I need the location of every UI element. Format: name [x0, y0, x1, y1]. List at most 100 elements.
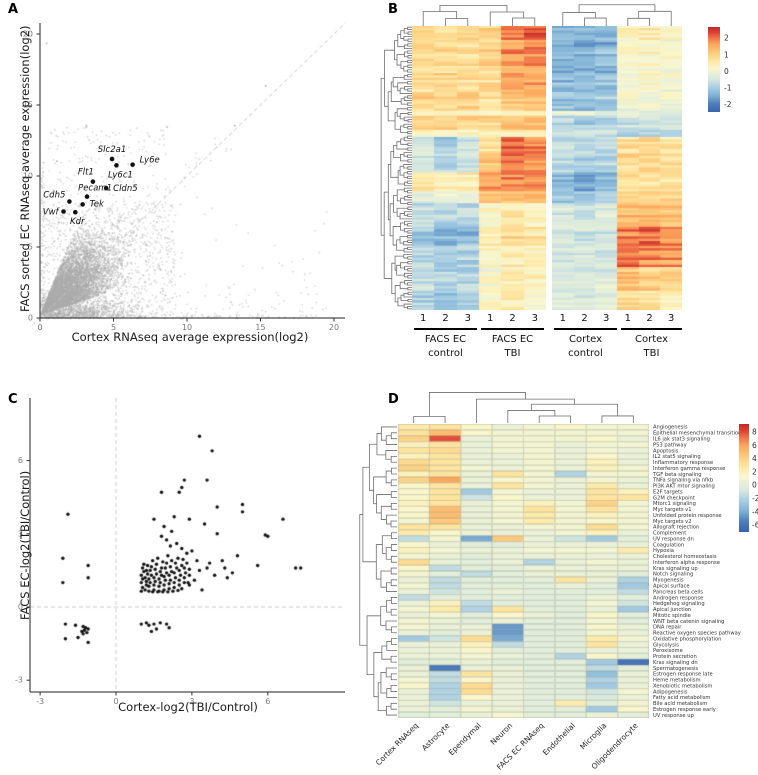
dendrogram-link: [390, 555, 397, 563]
dendrogram-link: [380, 426, 397, 441]
panel-b-heatmap-facs: [412, 26, 546, 310]
dendrogram-link: [403, 152, 412, 157]
dendrogram-link: [397, 34, 405, 48]
pathway-row-label: Bile acid metabolism: [653, 701, 707, 707]
gene-point-kdr: [72, 209, 78, 215]
dendrogram-link: [380, 77, 385, 236]
dendrogram-link: [393, 144, 401, 159]
dendrogram-link: [407, 59, 412, 64]
y-tick-label: 10: [23, 172, 33, 181]
dendrogram-link: [403, 172, 408, 178]
sample-group-underline: [621, 328, 682, 330]
pathway-row-label: Apical surface: [653, 584, 690, 590]
dendrogram-link: [391, 626, 397, 634]
pathway-row-label: Pancreas beta cells: [653, 589, 703, 595]
sample-group-label: Cortex: [568, 334, 603, 345]
pathway-row-label: G2M checkpoint: [653, 495, 695, 501]
dendrogram-link: [403, 272, 412, 278]
panel-d-column-dendrogram: [413, 392, 634, 423]
pathway-row-label: Interferon alpha response: [653, 560, 720, 566]
dendrogram-link: [404, 181, 412, 187]
dendrogram-link: [390, 151, 399, 178]
dendrogram-link: [404, 265, 412, 271]
dendrogram-link: [391, 262, 396, 295]
panel-b-column-dendrogram-left: [422, 4, 536, 26]
panel-a: A 0510152005101520Slc2a1Ly6eLy6c1Flt1Cld…: [0, 0, 379, 388]
panel-d-colorbar-ticks: 8 6 4 2 0 -2 -4 -6: [752, 427, 758, 529]
sample-column-number: 1: [420, 313, 427, 324]
pathway-row-label: Mtorc1 signaling: [653, 501, 696, 507]
pathway-row-label: Protein secretion: [653, 654, 697, 660]
dendrogram-link: [380, 605, 387, 626]
colorbar-tick-label: -2: [752, 494, 758, 503]
colorbar-tick-label: 6: [752, 441, 757, 450]
pathway-row-label: Spermatogenesis: [653, 666, 698, 672]
pathway-row-label: Apoptosis: [653, 448, 679, 454]
dendrogram-link: [428, 392, 526, 417]
dendrogram-link: [507, 410, 556, 423]
dendrogram-link: [404, 227, 412, 233]
dendrogram-link: [403, 253, 412, 259]
dendrogram-link: [407, 147, 412, 151]
dendrogram-link: [439, 4, 508, 12]
panel-d-row-dendrogram: [359, 426, 397, 716]
dendrogram-link: [407, 88, 412, 92]
dendrogram-link: [403, 303, 412, 309]
dendrogram-link: [400, 222, 405, 231]
dendrogram-link: [601, 415, 634, 423]
pathway-row-label: Kras signaling dn: [653, 660, 698, 666]
x-tick-label: -3: [36, 697, 44, 706]
dendrogram-link: [393, 194, 398, 213]
dendrogram-link: [407, 107, 412, 111]
colorbar-tick-label: 1: [724, 50, 729, 59]
dendrogram-link: [512, 17, 536, 26]
dendrogram-link: [390, 608, 397, 616]
dendrogram-link: [397, 82, 408, 92]
pathway-row-label: Heme metabolism: [653, 678, 701, 684]
dendrogram-link: [407, 282, 412, 286]
celltype-column-label: Neuron: [489, 721, 515, 747]
dendrogram-link: [413, 415, 446, 423]
dendrogram-link: [390, 544, 397, 551]
dendrogram-link: [407, 268, 412, 272]
dendrogram-link: [403, 196, 412, 201]
colorbar-tick-label: 0: [724, 67, 729, 76]
gene-label-cldn5: Cldn5: [113, 184, 137, 194]
sample-column-number: 3: [603, 313, 610, 324]
dendrogram-link: [400, 138, 408, 145]
dendrogram-link: [407, 135, 412, 139]
panel-b-heatmap-cortex: [552, 26, 682, 310]
dendrogram-link: [390, 432, 397, 440]
dendrogram-link: [403, 293, 412, 298]
dendrogram-link: [407, 175, 412, 180]
panel-b: B 2 1 0 -1 -2 1 2 3 FACS EC control 1 2 3 FACS EC TBI…: [379, 0, 758, 388]
dendrogram-link: [386, 582, 397, 592]
dendrogram-link: [375, 544, 383, 580]
colorbar-tick-label: -2: [724, 100, 732, 109]
dendrogram-link: [390, 502, 397, 510]
dendrogram-link: [396, 108, 408, 117]
dendrogram-link: [396, 189, 405, 202]
celltype-column-label: Cortex RNAseq: [374, 721, 420, 767]
dendrogram-link: [407, 275, 412, 279]
dendrogram-link: [403, 248, 412, 253]
pathway-row-label: Fatty acid metabolism: [653, 695, 710, 701]
panel-c-axes-overlay: -3 0 3 6 -3 0 3 6: [15, 398, 345, 706]
dendrogram-link: [627, 17, 650, 26]
dendrogram-link: [397, 297, 405, 307]
dendrogram-link: [385, 547, 392, 560]
dendrogram-link: [396, 264, 405, 276]
pathway-row-label: Apical junction: [653, 607, 691, 613]
dendrogram-link: [377, 682, 387, 712]
y-tick-label: 0: [28, 314, 33, 323]
x-tick-label: 3: [189, 697, 194, 706]
y-tick-label: 0: [18, 603, 23, 612]
pathway-row-label: P53 pathway: [653, 442, 687, 448]
dendrogram-link: [390, 520, 397, 528]
dendrogram-link: [390, 597, 397, 604]
dendrogram-link: [390, 81, 402, 102]
gene-point-flt1: [90, 179, 96, 184]
dendrogram-link: [376, 494, 392, 514]
